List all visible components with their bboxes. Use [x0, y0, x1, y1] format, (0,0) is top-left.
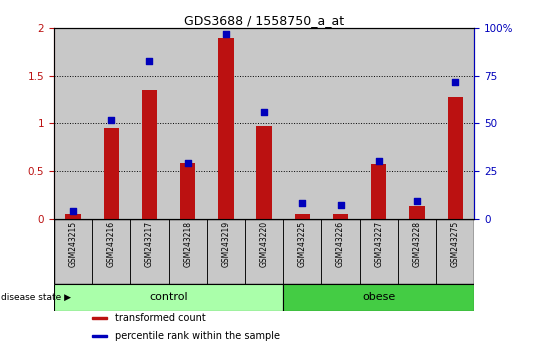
Bar [169, 218, 207, 284]
Bar [436, 218, 474, 284]
Text: GSM243228: GSM243228 [412, 221, 421, 267]
Text: GSM243220: GSM243220 [260, 221, 268, 267]
Bar [92, 335, 107, 337]
Bar [333, 214, 348, 218]
Text: obese: obese [362, 292, 396, 302]
Point [107, 117, 115, 122]
Bar [54, 284, 283, 311]
Point [68, 208, 77, 214]
Text: GSM243217: GSM243217 [145, 221, 154, 267]
Point [298, 200, 307, 206]
Bar [321, 218, 360, 284]
Text: control: control [149, 292, 188, 302]
Bar [371, 164, 386, 218]
Bar [103, 128, 119, 218]
Text: GSM243215: GSM243215 [68, 221, 78, 267]
Point [260, 109, 268, 115]
Point [145, 58, 154, 63]
Bar [54, 218, 92, 284]
Point [413, 199, 421, 204]
Bar [398, 218, 436, 284]
Point [183, 161, 192, 166]
Text: GSM243226: GSM243226 [336, 221, 345, 267]
Title: GDS3688 / 1558750_a_at: GDS3688 / 1558750_a_at [184, 14, 344, 27]
Bar [245, 218, 283, 284]
Bar [283, 284, 474, 311]
Text: GSM243275: GSM243275 [451, 221, 460, 267]
Text: GSM243225: GSM243225 [298, 221, 307, 267]
Bar [409, 206, 425, 218]
Bar [218, 38, 233, 218]
Point [451, 79, 460, 84]
Bar [65, 214, 81, 218]
Text: GSM243227: GSM243227 [374, 221, 383, 267]
Bar [142, 90, 157, 218]
Bar [283, 218, 321, 284]
Bar [447, 97, 463, 218]
Text: percentile rank within the sample: percentile rank within the sample [115, 331, 280, 341]
Text: GSM243216: GSM243216 [107, 221, 116, 267]
Bar [130, 218, 169, 284]
Bar [92, 218, 130, 284]
Bar [257, 126, 272, 218]
Text: transformed count: transformed count [115, 313, 206, 323]
Bar [295, 214, 310, 218]
Point [375, 159, 383, 164]
Bar [207, 218, 245, 284]
Bar [92, 317, 107, 319]
Text: GSM243218: GSM243218 [183, 221, 192, 267]
Point [336, 202, 345, 208]
Text: disease state ▶: disease state ▶ [1, 293, 71, 302]
Text: GSM243219: GSM243219 [222, 221, 230, 267]
Bar [180, 164, 195, 218]
Bar [360, 218, 398, 284]
Point [222, 31, 230, 37]
